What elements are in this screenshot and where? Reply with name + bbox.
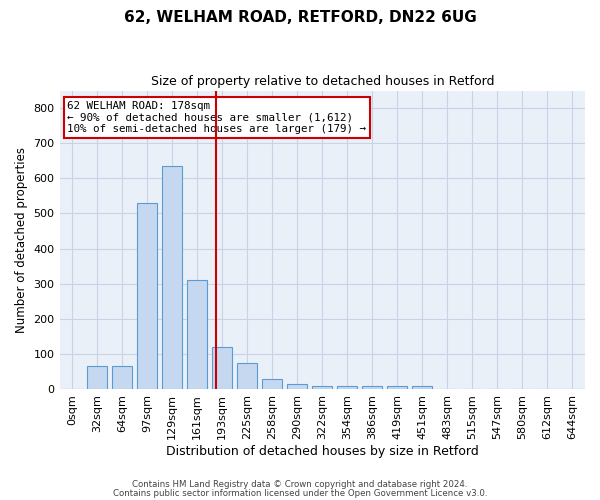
Bar xyxy=(137,203,157,389)
Y-axis label: Number of detached properties: Number of detached properties xyxy=(15,147,28,333)
Bar xyxy=(388,386,407,389)
Bar xyxy=(112,366,132,389)
Bar xyxy=(262,378,282,389)
Bar xyxy=(212,347,232,389)
Bar xyxy=(162,166,182,389)
Bar xyxy=(312,386,332,389)
Text: 62, WELHAM ROAD, RETFORD, DN22 6UG: 62, WELHAM ROAD, RETFORD, DN22 6UG xyxy=(124,10,476,25)
Bar xyxy=(287,384,307,389)
Bar xyxy=(412,386,433,389)
Bar xyxy=(237,362,257,389)
Text: Contains public sector information licensed under the Open Government Licence v3: Contains public sector information licen… xyxy=(113,489,487,498)
Bar xyxy=(187,280,207,389)
X-axis label: Distribution of detached houses by size in Retford: Distribution of detached houses by size … xyxy=(166,444,479,458)
Bar xyxy=(337,386,358,389)
Bar xyxy=(87,366,107,389)
Title: Size of property relative to detached houses in Retford: Size of property relative to detached ho… xyxy=(151,75,494,88)
Bar xyxy=(362,386,382,389)
Text: Contains HM Land Registry data © Crown copyright and database right 2024.: Contains HM Land Registry data © Crown c… xyxy=(132,480,468,489)
Text: 62 WELHAM ROAD: 178sqm
← 90% of detached houses are smaller (1,612)
10% of semi-: 62 WELHAM ROAD: 178sqm ← 90% of detached… xyxy=(67,101,367,134)
